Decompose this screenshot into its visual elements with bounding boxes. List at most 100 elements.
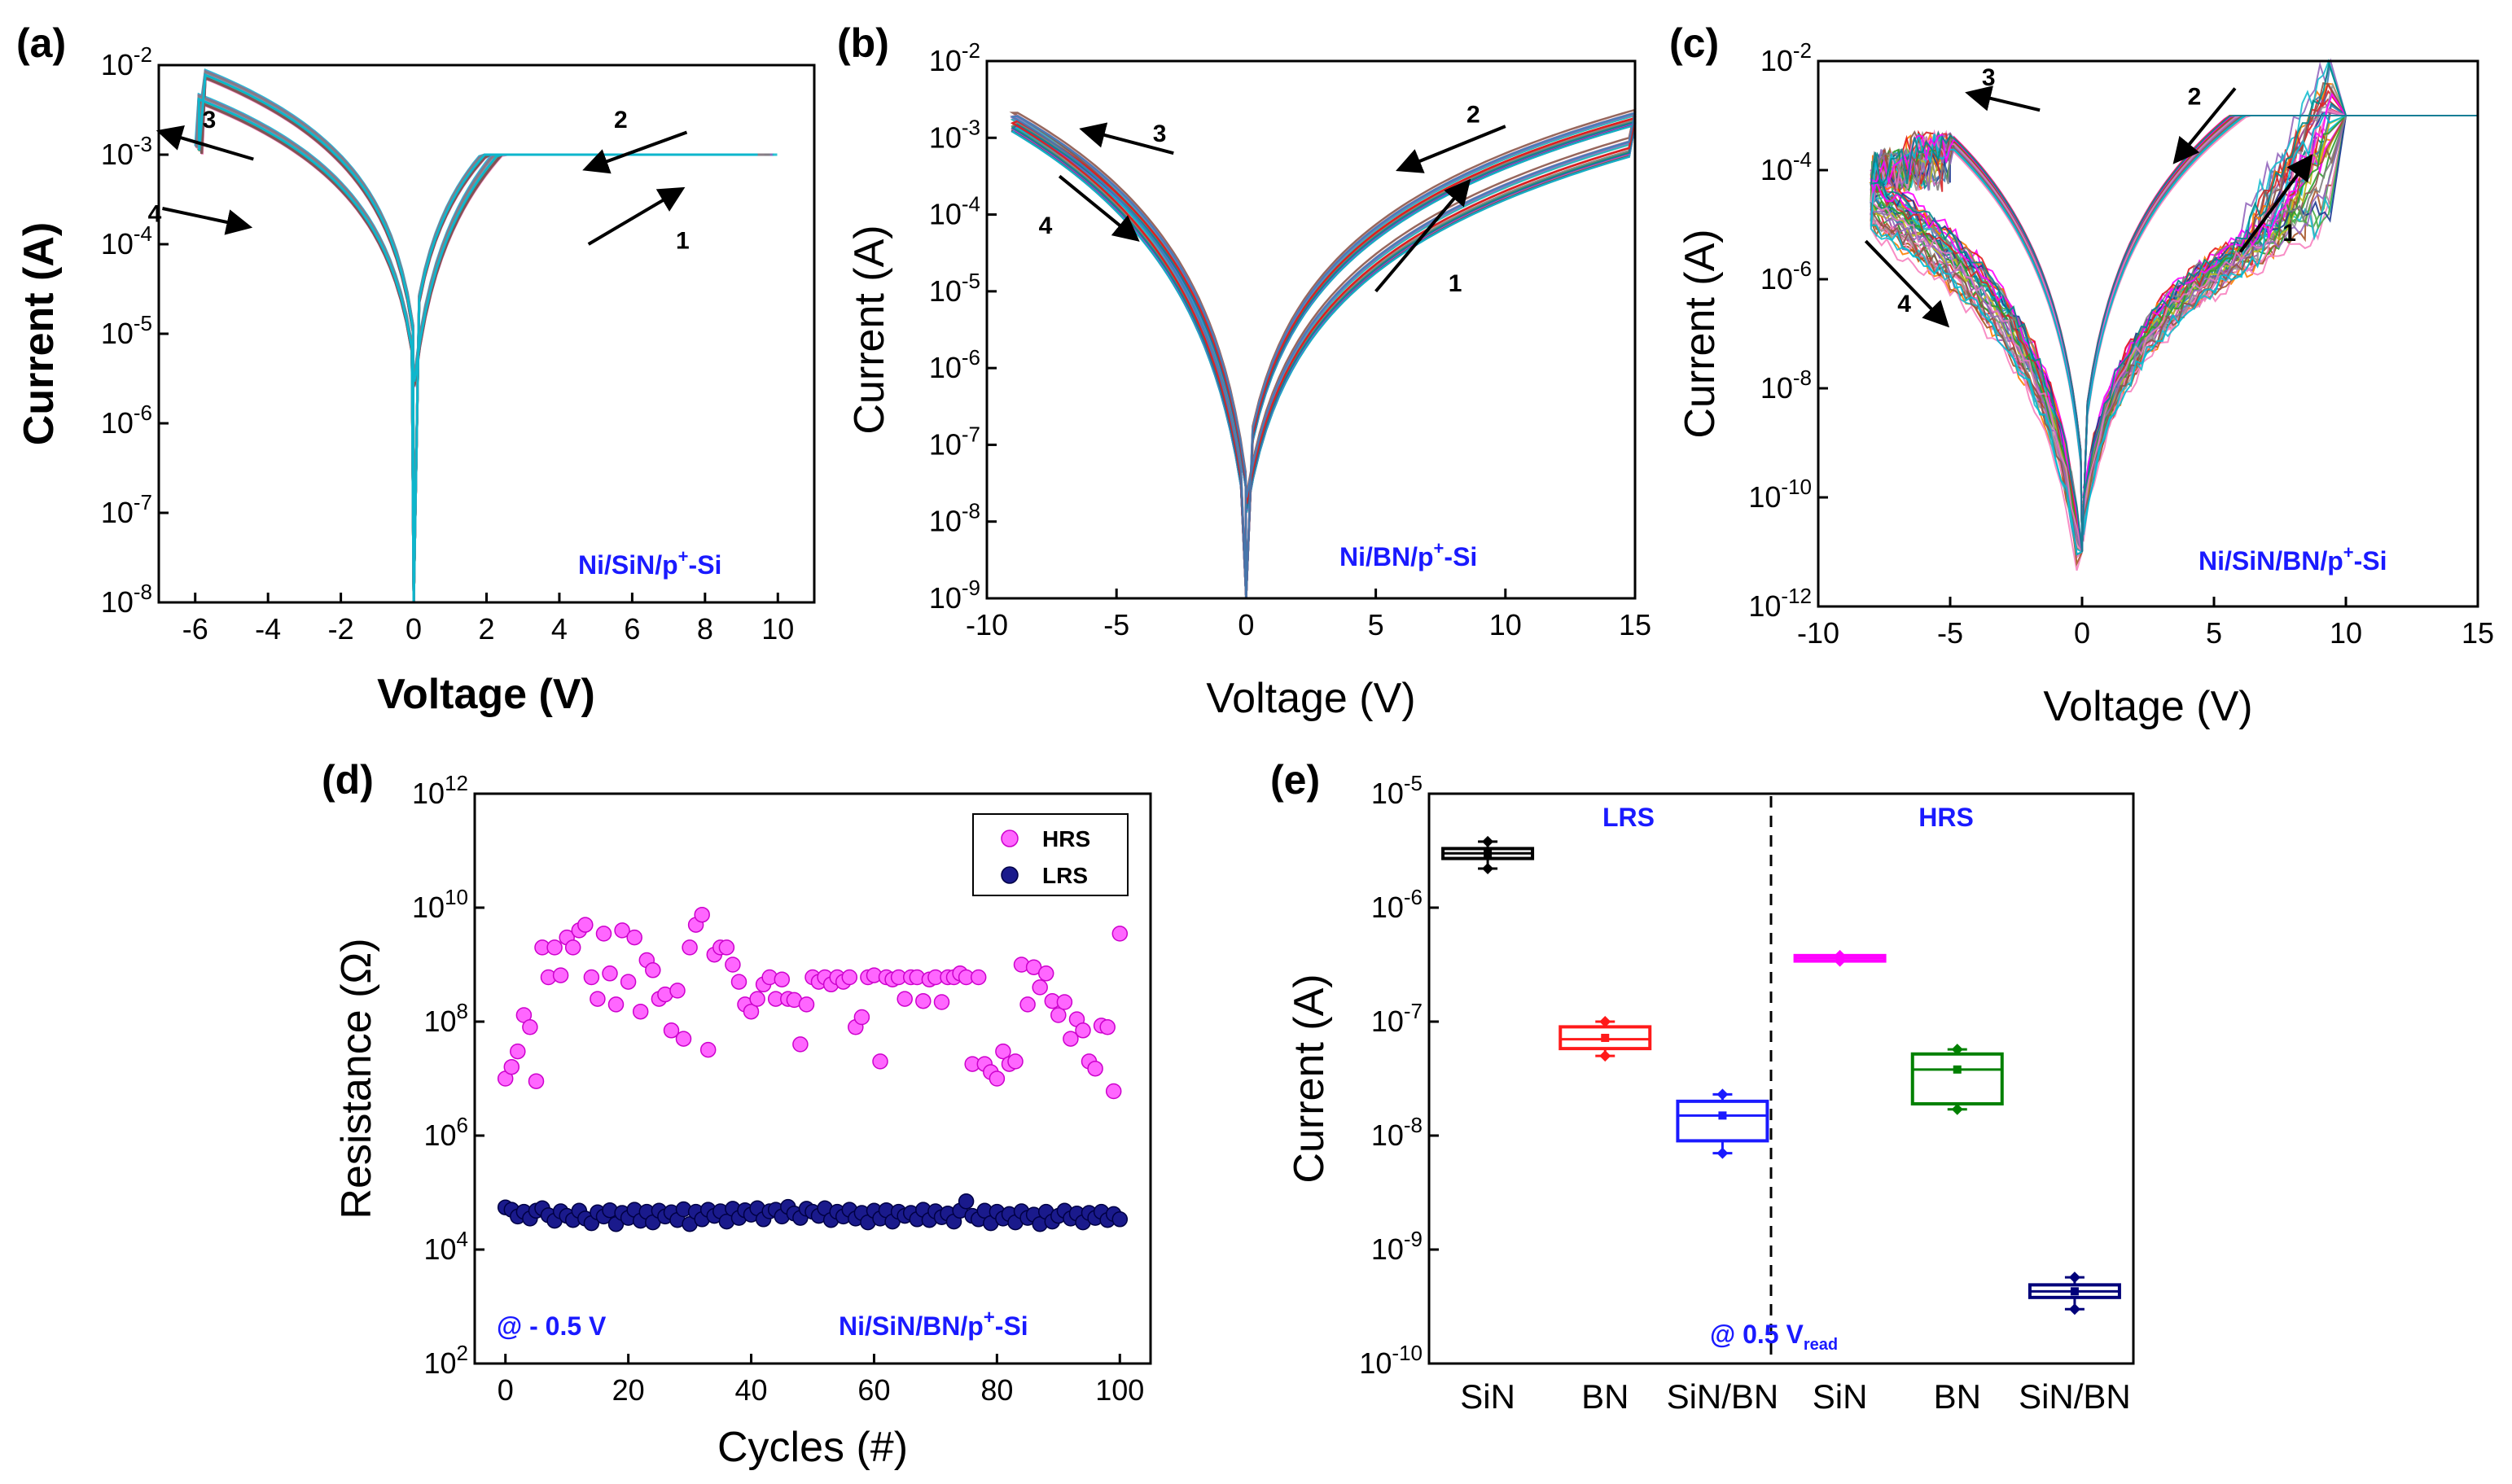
d-point-hrs (970, 969, 987, 986)
d-point-hrs (749, 991, 765, 1007)
c-sweep-arrow-number: 4 (1897, 291, 1911, 317)
d-bias-annotation: @ - 0.5 V (497, 1311, 607, 1341)
d-point-hrs (1105, 1083, 1122, 1100)
a-sweep-arrow-number: 1 (676, 228, 690, 255)
e-box-plots: SiN BN SiN/BN SiN BN SiN/BN (1441, 835, 2131, 1416)
d-point-hrs (872, 1053, 888, 1070)
d-y-tick-label: 1010 (412, 885, 468, 924)
a-sweep-arrow-number: 3 (203, 107, 217, 134)
e-y-tick-label: 10-7 (1371, 999, 1423, 1038)
e-y-tick-label: 10-8 (1371, 1113, 1423, 1152)
d-x-tick-label: 0 (498, 1373, 514, 1407)
e-min-marker (1482, 863, 1494, 875)
e-max-marker (1951, 1044, 1963, 1056)
e-group-label-lrs: LRS (1602, 803, 1655, 832)
panel-e: (e) 10-10 10-9 10-8 10-7 10-6 10-5 SiN BN SiN/B… (1270, 757, 2135, 1416)
d-point-hrs (841, 969, 858, 986)
d-legend-label-hrs: HRS (1042, 826, 1090, 851)
b-y-tick-label: 10-2 (929, 38, 980, 77)
c-device-annotation: Ni/SiN/BN/p+-Si (2199, 542, 2387, 576)
c-iv-curve (1870, 112, 2478, 556)
a-y-tick-label: 10-6 (101, 401, 152, 440)
d-point-lrs (1111, 1211, 1129, 1228)
d-x-tick-label: 60 (857, 1373, 890, 1407)
c-sweep-arrow-number: 1 (2282, 220, 2296, 247)
d-point-hrs (602, 965, 618, 982)
a-x-tick-label: 10 (761, 612, 794, 646)
d-legend-marker-hrs (1001, 830, 1019, 847)
c-x-tick-label: 0 (2074, 616, 2090, 650)
d-y-tick-label: 102 (423, 1341, 468, 1380)
c-y-axis-label: Current (A) (1677, 229, 1724, 438)
c-iv-curve (1870, 60, 2478, 553)
d-point-hrs (522, 1019, 538, 1035)
a-plot-frame (157, 63, 816, 604)
d-point-hrs (774, 971, 791, 987)
e-plot-frame (1427, 792, 2135, 1365)
a-y-tick-label: 10-5 (101, 311, 152, 350)
e-read-annotation: @ 0.5 Vread (1710, 1320, 1838, 1354)
b-y-tick-label: 10-6 (929, 345, 980, 384)
e-mean-marker (1601, 1033, 1610, 1042)
d-point-hrs (1019, 996, 1036, 1013)
d-point-hrs (682, 939, 698, 956)
d-x-tick-label: 20 (612, 1373, 645, 1407)
d-point-hrs (1087, 1060, 1103, 1077)
d-point-hrs (577, 917, 594, 933)
a-y-tick-label: 10-7 (101, 490, 152, 529)
panel-label-c: (c) (1669, 20, 1719, 66)
c-x-tick-label: -5 (1937, 616, 1963, 650)
b-iv-curve (1010, 120, 1637, 599)
a-iv-curve (197, 77, 743, 603)
b-sweep-arrow-number: 1 (1449, 270, 1462, 297)
a-x-tick-label: -6 (182, 612, 208, 646)
d-point-hrs (1007, 1053, 1024, 1070)
d-point-hrs (1032, 979, 1048, 996)
e-mean-marker (2070, 1287, 2079, 1296)
b-device-annotation: Ni/BN/p+-Si (1339, 538, 1477, 571)
c-sweep-arrow (2172, 87, 2237, 164)
b-x-axis-label: Voltage (V) (1206, 675, 1415, 722)
d-point-hrs (626, 929, 642, 946)
e-y-tick-label: 10-6 (1371, 885, 1423, 924)
e-y-tick-label: 10-10 (1359, 1341, 1423, 1380)
a-iv-curve (195, 69, 773, 603)
d-point-hrs (564, 939, 581, 956)
d-point-hrs (607, 996, 625, 1013)
a-sweep-arrow (162, 207, 253, 235)
e-category-label: SiN (1813, 1377, 1868, 1416)
d-point-hrs (503, 1058, 520, 1075)
d-point-hrs (546, 939, 563, 956)
e-y-tick-label: 10-9 (1371, 1227, 1423, 1266)
c-x-tick-label: -10 (1797, 616, 1839, 650)
d-legend-box (972, 813, 1129, 896)
c-iv-curve (1870, 92, 2478, 553)
d-point-hrs (1050, 1007, 1067, 1023)
c-y-tick-label: 10-10 (1748, 475, 1812, 514)
d-point-hrs (933, 994, 950, 1010)
d-point-hrs (583, 969, 600, 986)
e-category-label: BN (1934, 1377, 1981, 1416)
a-iv-curve (197, 72, 762, 603)
b-y-tick-label: 10-5 (929, 269, 980, 308)
d-point-hrs (699, 1041, 717, 1058)
a-x-tick-label: 8 (697, 612, 713, 646)
c-sweep-arrow (2238, 154, 2313, 253)
d-x-tick-label: 80 (980, 1373, 1013, 1407)
b-sweep-arrow (1058, 174, 1140, 242)
a-device-annotation: Ni/SiN/p+-Si (578, 546, 721, 580)
d-point-hrs (989, 1070, 1006, 1087)
d-point-hrs (995, 1043, 1011, 1060)
d-legend: HRS LRS (972, 813, 1129, 896)
d-y-tick-label: 1012 (412, 771, 468, 810)
c-y-tick-label: 10-4 (1760, 147, 1812, 186)
d-point-hrs (675, 1031, 692, 1047)
a-sweep-arrow-number: 2 (614, 107, 628, 134)
d-point-hrs (620, 974, 637, 990)
c-sweep-arrow (1965, 85, 2041, 112)
e-mean-marker (1718, 1111, 1727, 1120)
b-sweep-arrow-number: 3 (1153, 120, 1167, 147)
